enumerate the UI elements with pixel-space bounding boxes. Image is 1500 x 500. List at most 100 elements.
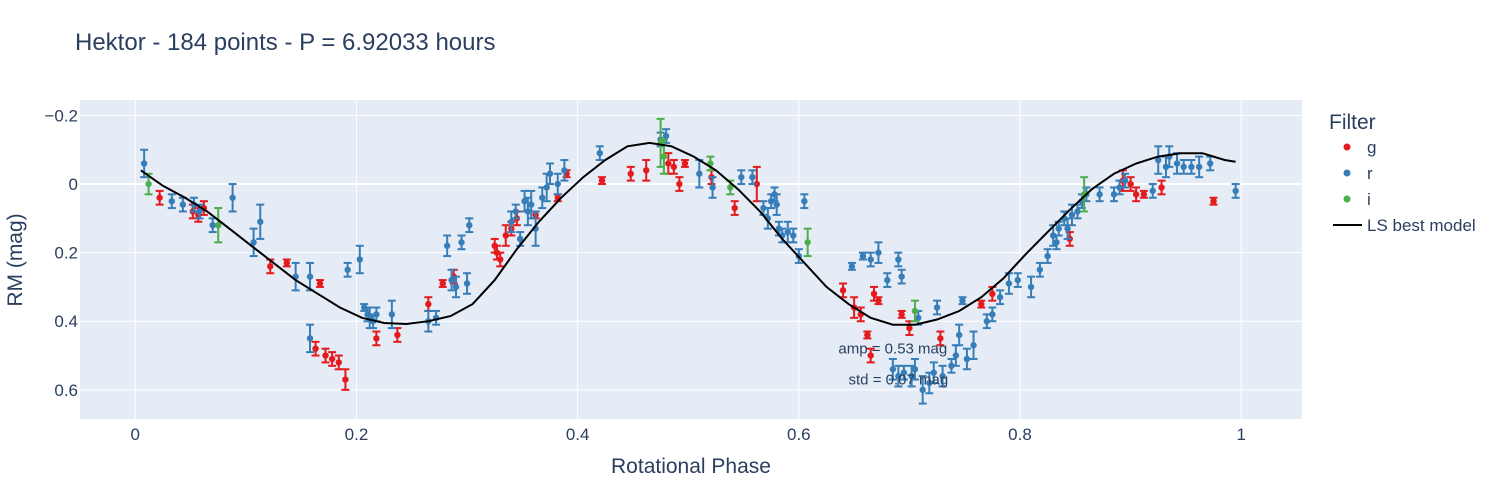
data-point-r (1179, 159, 1188, 175)
data-point-g (675, 176, 684, 192)
data-point-r (996, 289, 1005, 306)
data-point-r (1013, 272, 1022, 288)
data-point-r (542, 172, 551, 203)
data-point-g (874, 296, 883, 306)
data-point-r (249, 227, 258, 258)
data-point-r (523, 196, 532, 227)
y-tick-label: 0.6 (54, 381, 78, 400)
data-point-g (863, 330, 872, 340)
data-point-r (291, 261, 300, 292)
data-point-r (457, 234, 466, 251)
data-point-r (1073, 203, 1082, 220)
data-point-r (874, 241, 883, 264)
data-point-r (1067, 203, 1076, 227)
data-point-r (866, 251, 875, 268)
data-point-g (730, 200, 739, 216)
data-point-g (597, 176, 606, 186)
data-point-g (642, 159, 651, 182)
data-point-r (988, 306, 997, 323)
data-point-r (789, 227, 798, 244)
data-point-g (897, 309, 906, 319)
data-point-g (328, 351, 337, 367)
annotations: amp = 0.53 mag std = 0.07 mag (838, 341, 948, 389)
data-point-g (311, 340, 320, 357)
legend-label: LS best model (1367, 216, 1476, 235)
data-point-r (910, 357, 919, 381)
data-point-r (958, 296, 967, 306)
data-point-i (726, 179, 735, 196)
data-point-r (955, 323, 964, 347)
data-point-r (1063, 217, 1072, 240)
data-point-r (933, 299, 942, 316)
data-point-r (929, 361, 938, 384)
x-tick-label: 0.8 (1008, 425, 1032, 444)
data-point-g (988, 285, 997, 302)
legend-item-ls-best-model[interactable]: LS best model (1333, 216, 1476, 235)
data-point-r (899, 364, 908, 381)
data-point-g (936, 330, 945, 347)
legend-label: i (1367, 190, 1371, 209)
data-point-g (1139, 189, 1148, 199)
x-tick-label: 0.2 (345, 425, 369, 444)
y-axis-title: RM (mag) (4, 213, 27, 306)
legend-item-i[interactable]: i (1343, 190, 1371, 209)
data-point-r (343, 261, 352, 278)
data-point-r (894, 251, 903, 268)
data-point-r (1095, 186, 1104, 203)
data-point-r (228, 183, 237, 213)
data-point-r (883, 272, 892, 288)
plot-area (80, 100, 1302, 419)
legend-label: r (1367, 164, 1373, 183)
data-point-r (800, 193, 809, 210)
data-point-r (708, 176, 717, 199)
data-point-r (962, 347, 971, 371)
y-tick-label: 0.2 (54, 244, 78, 263)
data-point-g (839, 282, 848, 299)
y-axis-ticks: −0.2 0 0.2 0.4 0.6 (44, 106, 78, 399)
annotation-text: std = 0.07 mag (849, 372, 949, 389)
legend-item-r[interactable]: r (1343, 164, 1374, 183)
data-point-g (626, 165, 635, 182)
legend-title: Filter (1329, 111, 1376, 134)
data-point-r (463, 272, 472, 295)
data-point-r (925, 371, 934, 395)
data-point-g (1126, 176, 1135, 192)
data-point-i (1080, 176, 1089, 213)
legend-marker-swatch (1343, 169, 1351, 177)
data-point-g (282, 258, 291, 268)
x-tick-label: 0.4 (566, 425, 590, 444)
data-point-g (1157, 179, 1166, 196)
annotation-text: amp = 0.53 mag (838, 341, 947, 358)
data-point-g (1209, 196, 1218, 206)
data-point-r (969, 330, 978, 360)
data-point-r (443, 234, 452, 258)
data-point-r (759, 200, 768, 216)
data-point-r (306, 323, 315, 354)
data-point-g (438, 279, 447, 288)
legend-marker-swatch (1343, 195, 1351, 203)
x-axis-title: Rotational Phase (611, 455, 771, 478)
data-point-g (341, 368, 350, 391)
data-point-r (178, 196, 187, 213)
data-point-r (858, 251, 867, 261)
data-point-r (531, 210, 540, 247)
data-point-r (1043, 248, 1052, 264)
y-tick-label: 0.4 (54, 312, 78, 331)
ls-best-model-line (140, 141, 1236, 326)
data-point-r (553, 172, 562, 196)
legend-item-g[interactable]: g (1343, 138, 1377, 157)
data-point-r (1231, 183, 1240, 199)
data-point-r (1027, 275, 1036, 299)
legend: Filter gri LS best model (1329, 111, 1476, 235)
data-point-g (372, 330, 381, 347)
data-point-r (546, 162, 554, 186)
data-point-r (938, 364, 947, 388)
data-point-g (501, 224, 510, 247)
legend-label: g (1367, 138, 1376, 157)
data-point-i (803, 227, 812, 258)
data-point-g (155, 189, 164, 206)
data-point-r (947, 357, 956, 374)
data-point-r (1121, 172, 1130, 189)
data-point-r (355, 244, 364, 275)
